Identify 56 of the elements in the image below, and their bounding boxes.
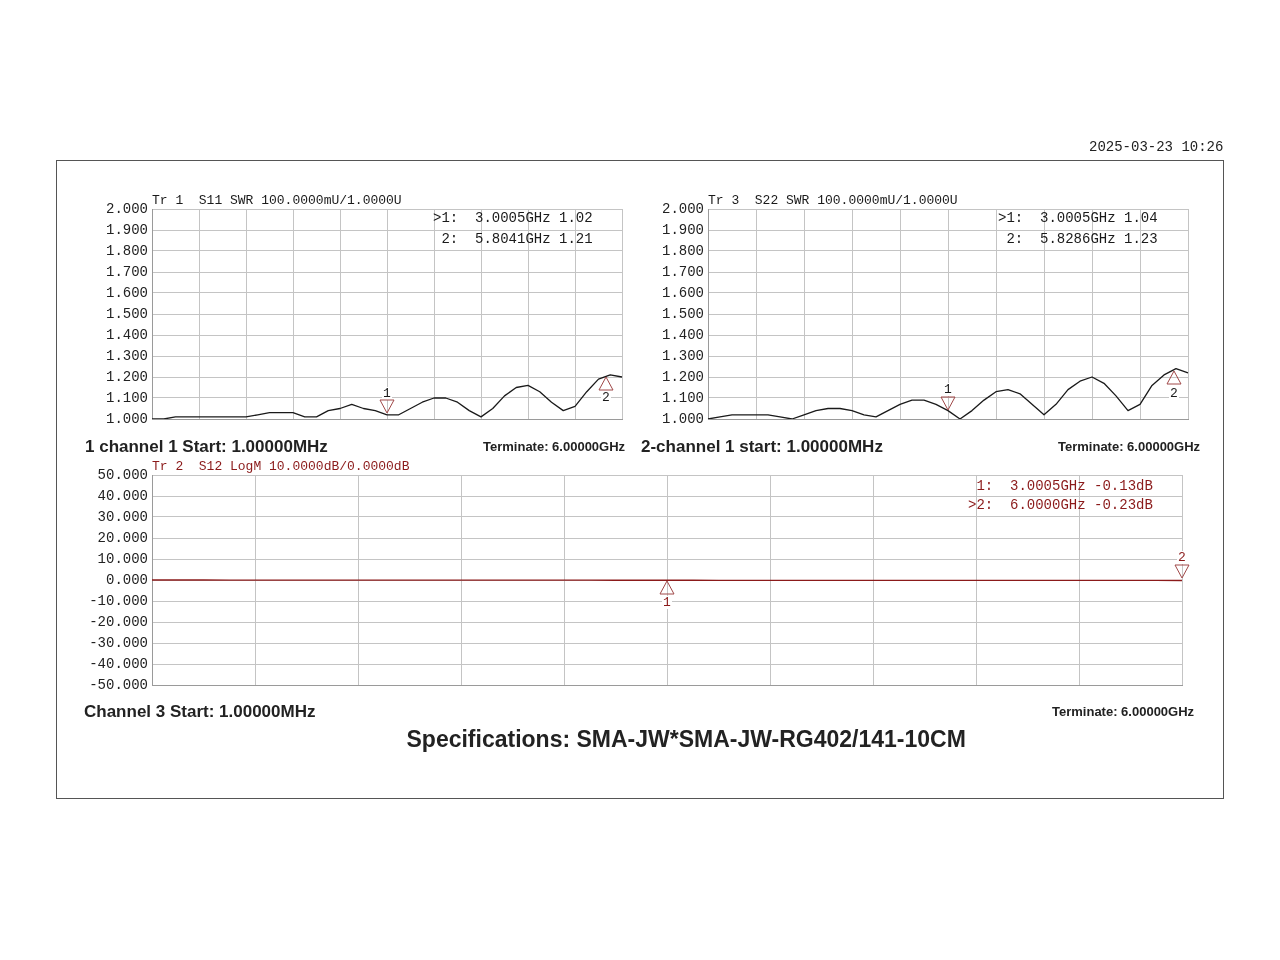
y-tick-label: 1.700 bbox=[105, 263, 148, 280]
text: 2025-03-23 10:26 bbox=[1089, 139, 1224, 155]
annotation: 1: 3.0005GHz -0.13dB bbox=[975, 478, 1153, 494]
y-tick-label: -50.000 bbox=[89, 676, 148, 693]
y-tick-label: 1.100 bbox=[661, 389, 704, 406]
y-tick-label: 1.500 bbox=[661, 305, 704, 322]
y-tick-label: 1.500 bbox=[105, 305, 148, 322]
y-tick-label: 50.000 bbox=[97, 466, 148, 483]
y-tick-label: 1.000 bbox=[661, 410, 704, 427]
annotation: 1 bbox=[943, 382, 953, 397]
y-tick-label: 1.200 bbox=[661, 368, 704, 385]
annotation: >1: 3.0005GHz 1.04 bbox=[998, 210, 1158, 226]
y-tick-label: 40.000 bbox=[97, 487, 148, 504]
annotation: 2 bbox=[1177, 550, 1187, 565]
y-tick-label: 0.000 bbox=[105, 571, 148, 588]
annotation: 1 bbox=[662, 595, 672, 610]
text: Terminate: 6.00000GHz bbox=[483, 439, 626, 454]
y-tick-label: -20.000 bbox=[89, 613, 148, 630]
y-tick-label: 1.300 bbox=[661, 347, 704, 364]
annotation: >2: 6.0000GHz -0.23dB bbox=[968, 497, 1153, 513]
text: 1 channel 1 Start: 1.00000MHz bbox=[85, 437, 328, 456]
annotation: 2: 5.8286GHz 1.23 bbox=[1005, 231, 1158, 247]
y-tick-label: 2.000 bbox=[105, 200, 148, 217]
y-tick-label: -10.000 bbox=[89, 592, 148, 609]
y-tick-label: 30.000 bbox=[97, 508, 148, 525]
y-tick-label: 1.600 bbox=[661, 284, 704, 301]
text: Specifications: SMA-JW*SMA-JW-RG402/141-10CM bbox=[406, 726, 966, 752]
chart-title: Tr 2 S12 LogM 10.0000dB/0.0000dB bbox=[152, 458, 410, 474]
y-tick-label: 1.900 bbox=[661, 221, 704, 238]
y-tick-label: 1.400 bbox=[105, 326, 148, 343]
chart-title: Tr 1 S11 SWR 100.0000mU/1.0000U bbox=[152, 192, 402, 208]
annotation: 2 bbox=[1169, 386, 1179, 401]
y-tick-label: 2.000 bbox=[661, 200, 704, 217]
text: Terminate: 6.00000GHz bbox=[1052, 704, 1195, 719]
y-tick-label: -40.000 bbox=[89, 655, 148, 672]
text: Terminate: 6.00000GHz bbox=[1058, 439, 1201, 454]
y-tick-label: 1.400 bbox=[661, 326, 704, 343]
y-tick-label: 10.000 bbox=[97, 550, 148, 567]
y-tick-label: 1.600 bbox=[105, 284, 148, 301]
y-tick-label: -30.000 bbox=[89, 634, 148, 651]
y-tick-label: 1.200 bbox=[105, 368, 148, 385]
y-tick-label: 1.100 bbox=[105, 389, 148, 406]
chart-title: Tr 3 S22 SWR 100.0000mU/1.0000U bbox=[708, 192, 958, 208]
annotation: 1 bbox=[382, 386, 392, 401]
text: 2-channel 1 start: 1.00000MHz bbox=[641, 437, 883, 456]
y-tick-label: 1.000 bbox=[105, 410, 148, 427]
annotation: >1: 3.0005GHz 1.02 bbox=[433, 210, 593, 226]
annotation: 2: 5.8041GHz 1.21 bbox=[440, 231, 593, 247]
y-tick-label: 1.800 bbox=[661, 242, 704, 259]
y-tick-label: 20.000 bbox=[97, 529, 148, 546]
y-tick-label: 1.800 bbox=[105, 242, 148, 259]
annotation: 2 bbox=[601, 390, 611, 405]
y-tick-label: 1.700 bbox=[661, 263, 704, 280]
text: Channel 3 Start: 1.00000MHz bbox=[84, 702, 316, 721]
y-tick-label: 1.300 bbox=[105, 347, 148, 364]
y-tick-label: 1.900 bbox=[105, 221, 148, 238]
